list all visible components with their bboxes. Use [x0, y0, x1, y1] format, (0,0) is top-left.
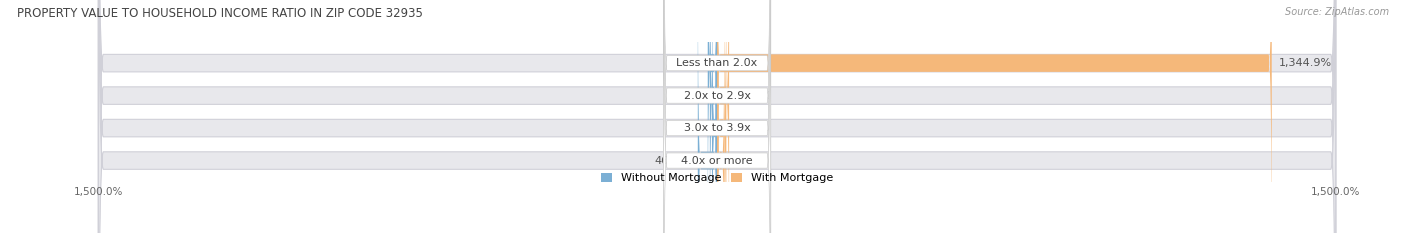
FancyBboxPatch shape	[664, 0, 770, 233]
FancyBboxPatch shape	[98, 0, 1336, 233]
FancyBboxPatch shape	[717, 0, 724, 233]
FancyBboxPatch shape	[710, 0, 717, 233]
Text: Less than 2.0x: Less than 2.0x	[676, 58, 758, 68]
FancyBboxPatch shape	[717, 0, 1272, 233]
Text: 17.5%: 17.5%	[666, 91, 703, 101]
FancyBboxPatch shape	[98, 0, 1336, 233]
FancyBboxPatch shape	[98, 0, 1336, 233]
Text: Source: ZipAtlas.com: Source: ZipAtlas.com	[1285, 7, 1389, 17]
Text: 22.6%: 22.6%	[665, 58, 700, 68]
FancyBboxPatch shape	[664, 0, 770, 233]
Text: 4.0x or more: 4.0x or more	[682, 156, 752, 166]
Text: PROPERTY VALUE TO HOUSEHOLD INCOME RATIO IN ZIP CODE 32935: PROPERTY VALUE TO HOUSEHOLD INCOME RATIO…	[17, 7, 423, 20]
FancyBboxPatch shape	[664, 0, 770, 233]
FancyBboxPatch shape	[707, 0, 717, 233]
Text: 18.4%: 18.4%	[733, 156, 768, 166]
FancyBboxPatch shape	[697, 0, 717, 233]
FancyBboxPatch shape	[717, 0, 730, 233]
Text: 29.2%: 29.2%	[737, 91, 772, 101]
Text: 3.0x to 3.9x: 3.0x to 3.9x	[683, 123, 751, 133]
Text: 1,344.9%: 1,344.9%	[1279, 58, 1333, 68]
FancyBboxPatch shape	[717, 0, 727, 233]
Text: 2.0x to 2.9x: 2.0x to 2.9x	[683, 91, 751, 101]
Text: 22.5%: 22.5%	[734, 123, 769, 133]
FancyBboxPatch shape	[711, 0, 717, 233]
FancyBboxPatch shape	[664, 0, 770, 233]
Text: 46.7%: 46.7%	[655, 156, 690, 166]
Text: 12.3%: 12.3%	[669, 123, 704, 133]
FancyBboxPatch shape	[98, 0, 1336, 233]
Legend: Without Mortgage, With Mortgage: Without Mortgage, With Mortgage	[602, 173, 832, 183]
